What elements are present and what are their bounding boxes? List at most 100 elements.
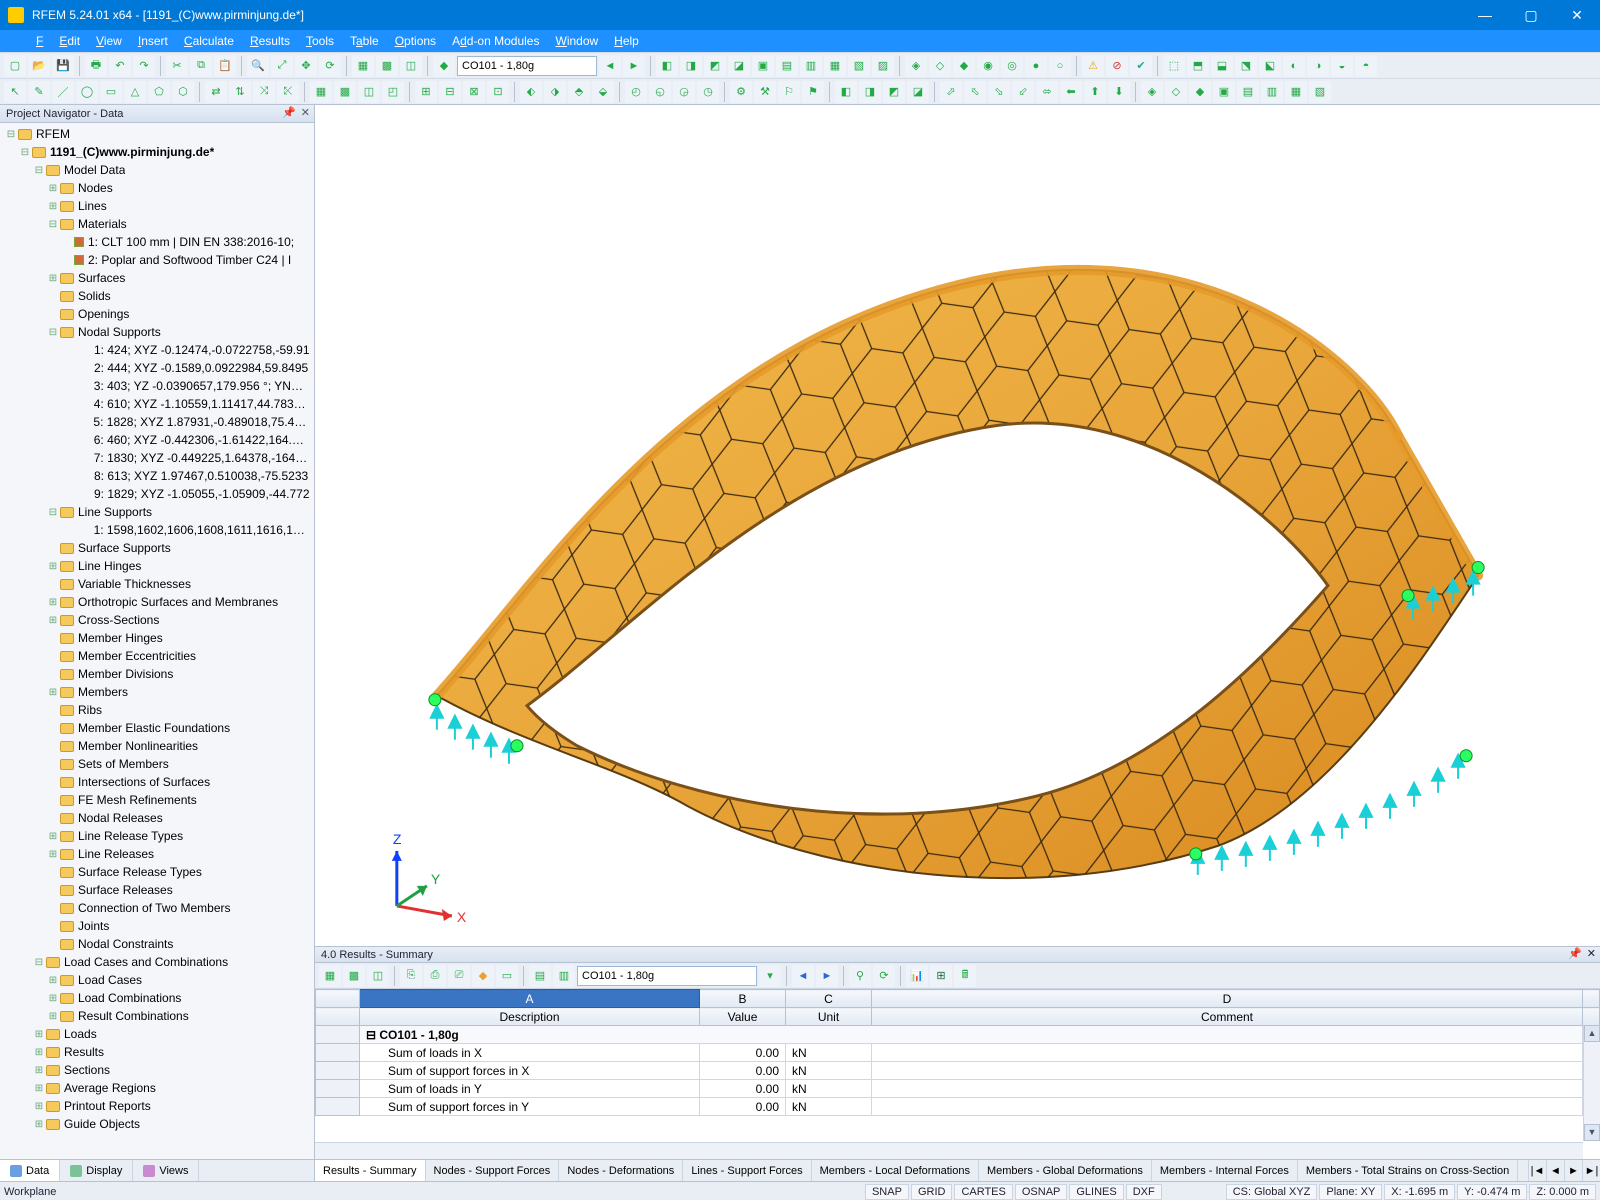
status-dxf[interactable]: DXF: [1126, 1184, 1162, 1200]
tb-r12-icon[interactable]: ◇: [929, 55, 951, 77]
tb2-13-icon[interactable]: ▦: [310, 81, 332, 103]
col-unit[interactable]: Unit: [786, 1008, 872, 1026]
col-letter-d[interactable]: D: [872, 990, 1583, 1008]
model-viewport[interactable]: Z X Y: [315, 105, 1600, 946]
tree-item[interactable]: ⊟Load Cases and Combinations: [0, 953, 314, 971]
tb-r5-icon[interactable]: ▣: [752, 55, 774, 77]
rtb-excel-icon[interactable]: ⊞: [930, 965, 952, 987]
table-row[interactable]: Sum of support forces in X0.00kN: [316, 1062, 1600, 1080]
tb2-40-icon[interactable]: ⬃: [1012, 81, 1034, 103]
tb2-19-icon[interactable]: ⊠: [463, 81, 485, 103]
tree-item[interactable]: ·Joints: [0, 917, 314, 935]
tb2-11-icon[interactable]: ⤨: [253, 81, 275, 103]
tree-item[interactable]: ⊟Nodal Supports: [0, 323, 314, 341]
tb-r1-icon[interactable]: ◧: [656, 55, 678, 77]
tb-rotate-icon[interactable]: ⟳: [319, 55, 341, 77]
tree-item[interactable]: ·Surface Release Types: [0, 863, 314, 881]
tree-item[interactable]: ·Member Elastic Foundations: [0, 719, 314, 737]
navigator-pin-icon[interactable]: 📌: [282, 106, 296, 119]
tb2-43-icon[interactable]: ⬆: [1084, 81, 1106, 103]
tb2-23-icon[interactable]: ⬘: [568, 81, 590, 103]
tb-m5-icon[interactable]: ⬕: [1259, 55, 1281, 77]
tb2-24-icon[interactable]: ⬙: [592, 81, 614, 103]
tb-m7-icon[interactable]: ◑: [1307, 55, 1329, 77]
tree-item[interactable]: ⊞Printout Reports: [0, 1097, 314, 1115]
menu-view[interactable]: View: [88, 30, 130, 52]
rtab-first-icon[interactable]: |◄: [1528, 1160, 1546, 1181]
tree-item[interactable]: ⊞Cross-Sections: [0, 611, 314, 629]
tree-item[interactable]: ⊞Nodes: [0, 179, 314, 197]
tree-item[interactable]: ⊟RFEM: [0, 125, 314, 143]
tree-item[interactable]: ⊟Materials: [0, 215, 314, 233]
tb2-2-icon[interactable]: ✎: [28, 81, 50, 103]
tb-cut-icon[interactable]: ✂: [166, 55, 188, 77]
rtb-4-icon[interactable]: ⎘: [400, 965, 422, 987]
rtb-6-icon[interactable]: ⎚: [448, 965, 470, 987]
results-vscroll[interactable]: ▲ ▼: [1583, 1025, 1600, 1141]
close-button[interactable]: ✕: [1554, 0, 1600, 30]
col-letter-b[interactable]: B: [700, 990, 786, 1008]
menu-addons[interactable]: Add-on Modules: [444, 30, 547, 52]
results-combo[interactable]: CO101 - 1,80g: [577, 966, 757, 986]
tb-r4-icon[interactable]: ◪: [728, 55, 750, 77]
tb-loadcase-select[interactable]: CO101 - 1,80g: [457, 56, 597, 76]
tb2-15-icon[interactable]: ◫: [358, 81, 380, 103]
tree-item[interactable]: ·9: 1829; XYZ -1.05055,-1.05909,-44.772: [0, 485, 314, 503]
results-close-icon[interactable]: ✕: [1587, 947, 1596, 960]
tb2-45-icon[interactable]: ◈: [1141, 81, 1163, 103]
tb2-3-icon[interactable]: ／: [52, 81, 74, 103]
tb2-30-icon[interactable]: ⚒: [754, 81, 776, 103]
rtb-9-icon[interactable]: ▤: [529, 965, 551, 987]
tree-item[interactable]: ⊞Line Release Types: [0, 827, 314, 845]
tb2-49-icon[interactable]: ▤: [1237, 81, 1259, 103]
minimize-button[interactable]: —: [1462, 0, 1508, 30]
tb2-22-icon[interactable]: ⬗: [544, 81, 566, 103]
tb2-38-icon[interactable]: ⬁: [964, 81, 986, 103]
tb2-35-icon[interactable]: ◩: [883, 81, 905, 103]
tb2-9-icon[interactable]: ⇄: [205, 81, 227, 103]
tb2-41-icon[interactable]: ⬄: [1036, 81, 1058, 103]
navigator-tree[interactable]: ⊟RFEM⊟1191_(C)www.pirminjung.de*⊟Model D…: [0, 123, 314, 1159]
tree-item[interactable]: ·2: Poplar and Softwood Timber C24 | I: [0, 251, 314, 269]
results-tab[interactable]: Members - Internal Forces: [1152, 1160, 1298, 1181]
tree-item[interactable]: ·Sets of Members: [0, 755, 314, 773]
tree-item[interactable]: ·Ribs: [0, 701, 314, 719]
menu-options[interactable]: Options: [387, 30, 444, 52]
tree-item[interactable]: ⊞Results: [0, 1043, 314, 1061]
tree-item[interactable]: ·2: 444; XYZ -0.1589,0.0922984,59.8495: [0, 359, 314, 377]
tb-next-icon[interactable]: ►: [623, 55, 645, 77]
rtb-chart-icon[interactable]: 📊: [906, 965, 928, 987]
tb-r3-icon[interactable]: ◩: [704, 55, 726, 77]
rtb-prev-icon[interactable]: ◄: [792, 965, 814, 987]
col-comment[interactable]: Comment: [872, 1008, 1583, 1026]
tb2-52-icon[interactable]: ▧: [1309, 81, 1331, 103]
tb-m2-icon[interactable]: ⬒: [1187, 55, 1209, 77]
tree-item[interactable]: ·Member Divisions: [0, 665, 314, 683]
tb2-26-icon[interactable]: ◵: [649, 81, 671, 103]
tb2-12-icon[interactable]: ⤪: [277, 81, 299, 103]
tb2-32-icon[interactable]: ⚑: [802, 81, 824, 103]
tb2-42-icon[interactable]: ⬅: [1060, 81, 1082, 103]
tb-open-icon[interactable]: 📂: [28, 55, 50, 77]
rtab-prev-icon[interactable]: ◄: [1546, 1160, 1564, 1181]
tb-r6-icon[interactable]: ▤: [776, 55, 798, 77]
tree-item[interactable]: ⊞Loads: [0, 1025, 314, 1043]
tree-item[interactable]: ·Nodal Releases: [0, 809, 314, 827]
results-tab[interactable]: Members - Total Strains on Cross-Section: [1298, 1160, 1518, 1181]
rtb-2-icon[interactable]: ▩: [343, 965, 365, 987]
tree-item[interactable]: ·8: 613; XYZ 1.97467,0.510038,-75.5233: [0, 467, 314, 485]
tree-item[interactable]: ⊞Lines: [0, 197, 314, 215]
tb2-1-icon[interactable]: ↖: [4, 81, 26, 103]
tree-item[interactable]: ⊟Model Data: [0, 161, 314, 179]
tb-copy-icon[interactable]: ⧉: [190, 55, 212, 77]
menu-table[interactable]: Table: [342, 30, 387, 52]
rtb-calc-icon[interactable]: 🖩: [954, 965, 976, 987]
tree-item[interactable]: ⊞Guide Objects: [0, 1115, 314, 1133]
tb-view3-icon[interactable]: ◫: [400, 55, 422, 77]
status-osnap[interactable]: OSNAP: [1015, 1184, 1068, 1200]
tree-item[interactable]: ⊞Line Hinges: [0, 557, 314, 575]
tb2-39-icon[interactable]: ⬂: [988, 81, 1010, 103]
tb-r14-icon[interactable]: ◉: [977, 55, 999, 77]
tb2-36-icon[interactable]: ◪: [907, 81, 929, 103]
tree-item[interactable]: ⊞Orthotropic Surfaces and Membranes: [0, 593, 314, 611]
